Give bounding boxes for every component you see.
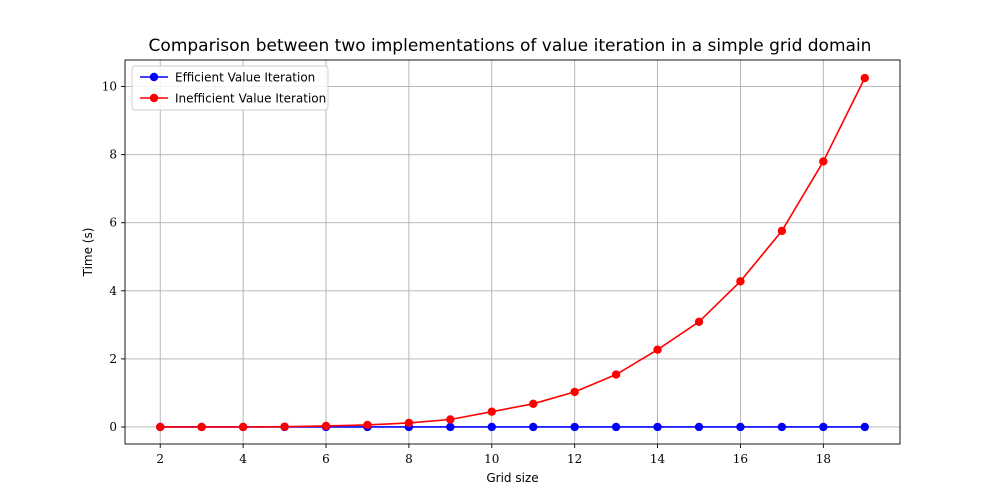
data-point — [694, 317, 704, 326]
y-tick-label: 2 — [109, 352, 117, 366]
x-tick-label: 14 — [650, 452, 666, 466]
legend: Efficient Value Iteration Inefficient Va… — [131, 65, 329, 111]
y-tick-label: 10 — [102, 80, 117, 94]
x-tick-label: 6 — [322, 452, 330, 466]
series-group — [156, 73, 869, 432]
x-tick-label: 4 — [239, 452, 247, 466]
data-point — [860, 73, 869, 83]
data-point — [694, 422, 704, 432]
data-point — [611, 422, 621, 432]
data-point — [529, 399, 538, 409]
data-point — [777, 226, 787, 236]
data-point — [819, 422, 828, 432]
x-tick-label: 10 — [484, 452, 499, 466]
data-point — [570, 422, 579, 432]
grid — [125, 60, 900, 444]
data-point — [197, 422, 206, 432]
data-point — [570, 387, 579, 397]
x-tick-label: 18 — [816, 452, 831, 466]
data-point — [611, 370, 621, 379]
data-point — [363, 420, 372, 430]
ticks: 2 4 6 8 10 12 14 16 18 0 2 4 6 8 10 — [102, 80, 831, 466]
data-point — [280, 422, 289, 431]
data-point — [487, 407, 496, 416]
data-point — [487, 422, 496, 432]
x-tick-label: 16 — [733, 452, 748, 466]
data-point — [529, 422, 538, 432]
y-axis-label: Time (s) — [81, 228, 95, 278]
data-point — [653, 345, 662, 354]
x-tick-label: 12 — [567, 452, 582, 466]
plot-frame — [124, 59, 901, 445]
data-point — [404, 418, 414, 428]
legend-marker-efficient — [149, 72, 159, 82]
series-line — [160, 77, 866, 428]
y-tick-label: 4 — [109, 284, 117, 298]
data-point — [321, 421, 331, 431]
x-tick-label: 8 — [405, 452, 413, 466]
data-point — [819, 157, 828, 166]
legend-label-inefficient: Inefficient Value Iteration — [175, 92, 326, 106]
x-tick-label: 2 — [156, 452, 164, 466]
legend-label-efficient: Efficient Value Iteration — [175, 71, 315, 85]
legend-marker-inefficient — [149, 93, 159, 103]
y-tick-label: 6 — [109, 216, 117, 230]
data-point — [156, 422, 165, 432]
data-point — [777, 422, 787, 432]
data-point — [860, 422, 869, 432]
y-tick-label: 0 — [109, 420, 117, 434]
data-point — [736, 277, 745, 286]
x-axis-label: Grid size — [486, 471, 538, 485]
data-point — [446, 415, 455, 424]
series-inefficient — [156, 73, 869, 432]
y-tick-label: 8 — [109, 148, 117, 162]
legend-box — [131, 65, 329, 111]
chart-title: Comparison between two implementations o… — [149, 36, 872, 56]
data-point — [736, 422, 745, 432]
data-point — [446, 422, 455, 432]
data-point — [653, 422, 662, 432]
data-point — [238, 422, 248, 432]
